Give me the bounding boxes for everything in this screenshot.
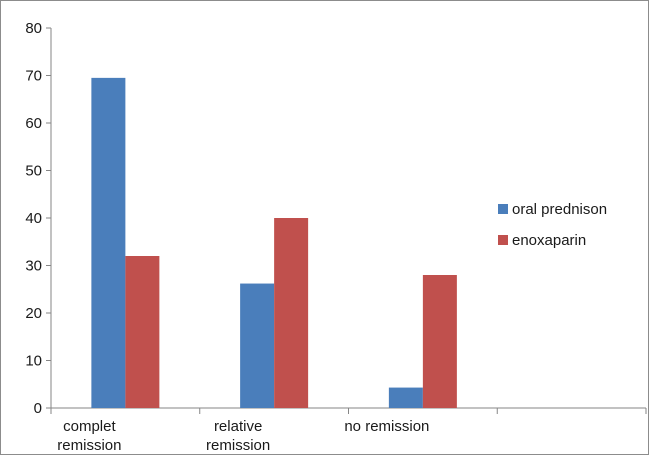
bar-enoxaparin-1 <box>274 218 309 408</box>
bar-oral-prednison-2 <box>388 387 423 408</box>
category-labels: complet remission relative remission no remi… <box>57 418 429 454</box>
legend-label: enoxaparin <box>512 232 586 249</box>
bar-oral-prednison-1 <box>240 283 275 408</box>
y-tick-label: 80 <box>25 20 42 37</box>
y-tick-label: 10 <box>25 353 42 370</box>
y-tick-label: 0 <box>34 400 42 417</box>
bar-oral-prednison-0 <box>91 77 126 408</box>
x-category-label: no remission <box>344 418 429 435</box>
x-category-label: relative remission <box>206 418 270 454</box>
legend-label: oral prednison <box>512 201 607 218</box>
y-tick-label: 20 <box>25 305 42 322</box>
bars <box>91 77 457 408</box>
y-tick-label: 40 <box>25 210 42 227</box>
bar-enoxaparin-0 <box>125 256 160 408</box>
bar-enoxaparin-2 <box>422 275 457 408</box>
y-tick-label: 30 <box>25 258 42 275</box>
legend: oral prednison enoxaparin <box>498 201 607 249</box>
legend-swatch <box>498 204 508 214</box>
y-tick-label: 70 <box>25 68 42 85</box>
x-category-label: complet remission <box>57 418 121 454</box>
legend-swatch <box>498 235 508 245</box>
y-tick-label: 50 <box>25 163 42 180</box>
y-tick-labels: 0 10 20 30 40 50 60 70 80 <box>25 20 42 417</box>
y-tick-label: 60 <box>25 115 42 132</box>
